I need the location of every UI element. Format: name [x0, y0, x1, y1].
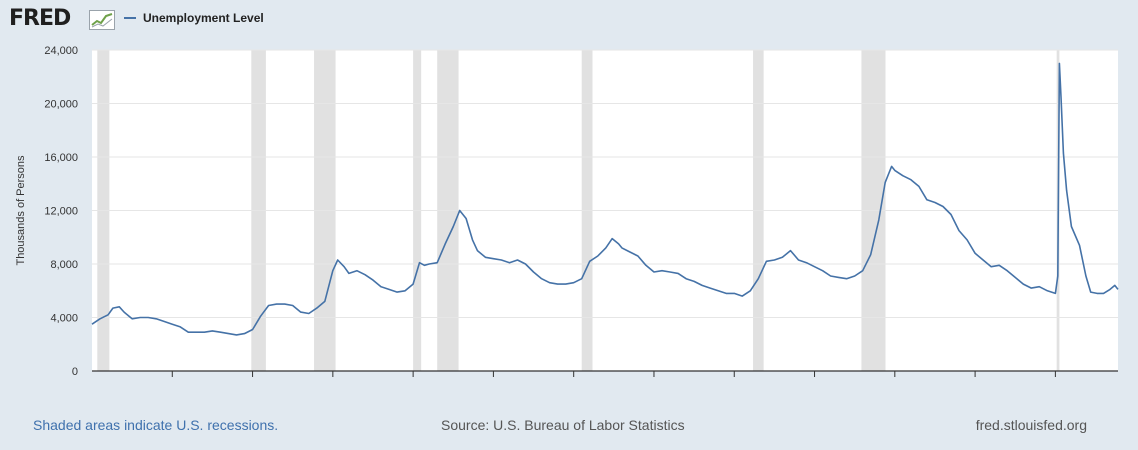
legend-swatch — [124, 17, 136, 19]
y-tick-label: 12,000 — [44, 206, 78, 218]
fred-logo[interactable]: FRED — [9, 6, 71, 31]
gridlines — [92, 49, 1118, 372]
site-link[interactable]: fred.stlouisfed.org — [975, 417, 1087, 433]
series-line-unemployment-level[interactable] — [91, 62, 1119, 336]
y-tick-label: 4,000 — [50, 313, 78, 325]
trend-line-chart-icon — [89, 10, 115, 30]
legend-series-label[interactable]: Unemployment Level — [143, 11, 264, 25]
y-axis-ticks: 0 4,000 8,000 12,000 16,000 20,000 24,000 — [44, 45, 78, 378]
y-tick-label: 16,000 — [44, 152, 78, 164]
y-axis-label: Thousands of Persons — [15, 155, 27, 266]
y-tick-label: 20,000 — [44, 99, 78, 111]
chart-header: FRED Unemployment Level — [0, 0, 1138, 40]
source-note: Source: U.S. Bureau of Labor Statistics — [441, 417, 685, 433]
y-tick-label: 8,000 — [50, 259, 78, 271]
chart-legend: Unemployment Level — [124, 11, 264, 25]
chart-area: 0 4,000 8,000 12,000 16,000 20,000 24,000 1965… — [15, 45, 1119, 378]
y-tick-label: 24,000 — [44, 45, 78, 57]
x-axis-ticks: 1965197019751980198519901995200020052010… — [171, 371, 1056, 377]
recession-note[interactable]: Shaded areas indicate U.S. recessions. — [33, 417, 279, 433]
y-tick-label: 0 — [72, 366, 78, 378]
